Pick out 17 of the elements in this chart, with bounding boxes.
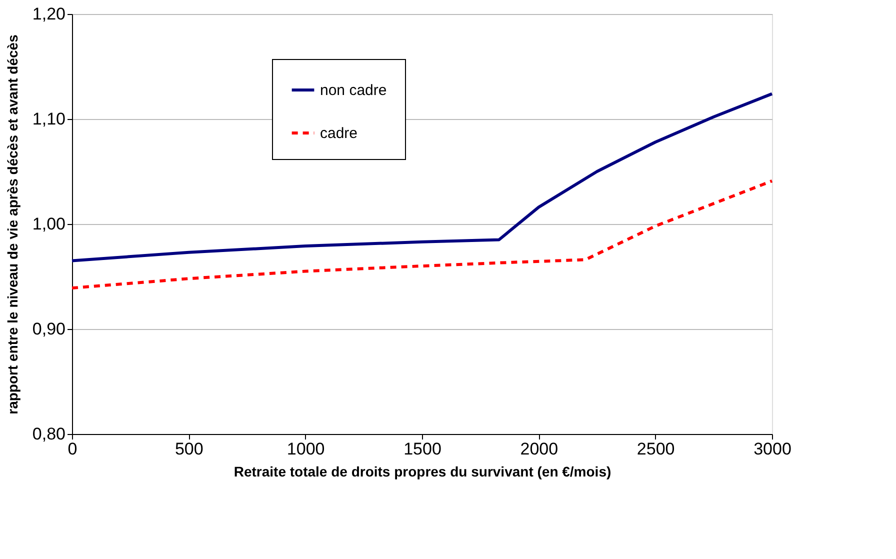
x-axis-title: Retraite totale de droits propres du survivant (en €/mois) [234, 464, 612, 480]
x-tick-label: 1500 [404, 440, 442, 458]
x-tick-label: 1000 [286, 440, 325, 458]
y-axis-title: rapport entre le niveau de vie après décès et avant décès [4, 34, 20, 414]
x-tick-label: 2500 [636, 440, 675, 458]
legend-label: non cadre [320, 82, 387, 99]
y-tick-label: 1,00 [32, 214, 66, 234]
legend-label: cadre [320, 125, 358, 142]
y-tick-label: 0,90 [32, 320, 66, 338]
line-series [70, 179, 774, 290]
x-tick-label: 0 [68, 440, 78, 458]
x-tick-label: 3000 [754, 440, 792, 458]
y-tick-label: 1,10 [32, 110, 66, 128]
y-tick-label: 0,80 [32, 424, 66, 444]
x-tick-label: 2000 [520, 440, 558, 458]
y-tick-label: 1,20 [32, 4, 66, 24]
x-tick-label: 500 [174, 440, 204, 458]
